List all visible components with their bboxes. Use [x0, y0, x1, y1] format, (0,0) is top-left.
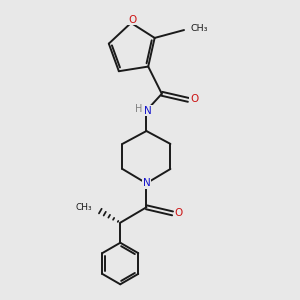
Text: CH₃: CH₃: [75, 203, 92, 212]
Text: CH₃: CH₃: [190, 24, 208, 33]
Text: N: N: [142, 178, 150, 188]
Text: O: O: [190, 94, 199, 104]
Text: O: O: [128, 15, 136, 25]
Text: O: O: [175, 208, 183, 218]
Text: H: H: [135, 104, 142, 114]
Text: N: N: [144, 106, 152, 116]
